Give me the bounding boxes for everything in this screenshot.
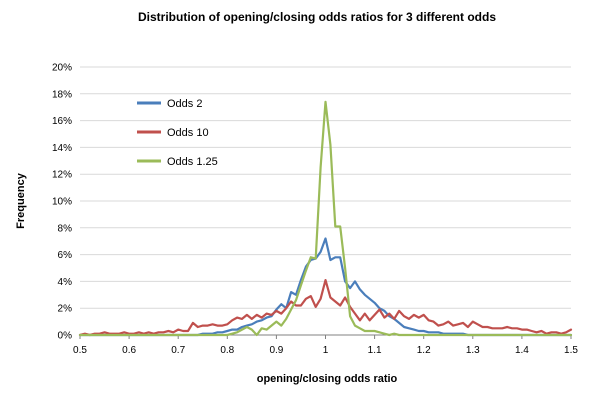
legend-label: Odds 2 xyxy=(167,98,202,110)
y-tick-label: 12% xyxy=(52,170,72,181)
x-tick-label: 0.6 xyxy=(122,345,136,356)
grid-lines xyxy=(80,66,571,309)
series-line-1 xyxy=(78,237,573,337)
x-tick-label: 1.3 xyxy=(466,345,480,356)
y-tick-label: 6% xyxy=(58,250,73,261)
x-tick-label: 1.1 xyxy=(368,345,382,356)
y-tick-label: 2% xyxy=(58,304,73,315)
y-tick-label: 4% xyxy=(58,277,73,288)
y-tick-label: 18% xyxy=(52,89,72,100)
y-tick-label: 20% xyxy=(52,63,72,74)
y-tick-label: 8% xyxy=(58,223,73,234)
x-axis-ticks: 0.5 0.6 0.7 0.8 0.9 1 1.1 1.2 1.3 1.4 1.5 xyxy=(73,335,578,356)
y-tick-label: 10% xyxy=(52,197,72,208)
x-tick-label: 1.4 xyxy=(515,345,529,356)
x-tick-label: 0.8 xyxy=(220,345,234,356)
y-tick-label: 16% xyxy=(52,116,72,127)
legend-label: Odds 10 xyxy=(167,127,209,139)
x-tick-label: 0.9 xyxy=(269,345,283,356)
legend-label: Odds 1.25 xyxy=(167,156,218,168)
x-tick-label: 1.5 xyxy=(564,345,578,356)
y-tick-label: 0% xyxy=(58,331,73,342)
series-lines xyxy=(78,100,573,337)
y-tick-label: 14% xyxy=(52,143,72,154)
x-tick-label: 0.5 xyxy=(73,345,87,356)
chart-title: Distribution of opening/closing odds rat… xyxy=(138,10,496,24)
x-tick-label: 1 xyxy=(323,345,329,356)
y-axis-title: Frequency xyxy=(15,172,27,229)
series-line-3 xyxy=(78,100,573,337)
series-line-2 xyxy=(78,279,573,337)
legend: Odds 2 Odds 10 Odds 1.25 xyxy=(137,98,218,168)
x-tick-label: 0.7 xyxy=(171,345,185,356)
x-tick-label: 1.2 xyxy=(417,345,431,356)
y-axis-ticks: 0% 2% 4% 6% 8% 10% 12% 14% 16% 18% 20% xyxy=(52,63,72,342)
x-axis-title: opening/closing odds ratio xyxy=(257,373,398,385)
